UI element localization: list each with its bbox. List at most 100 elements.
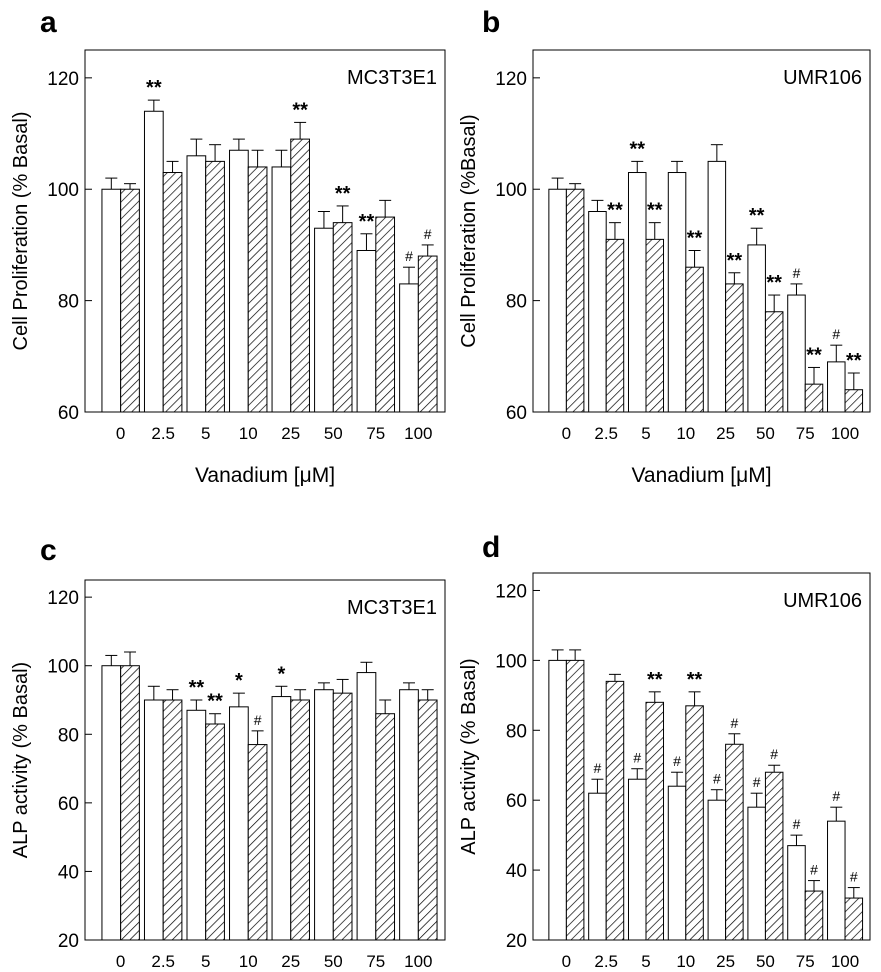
bar-hatched [162,172,183,413]
x-tick-label: 10 [676,424,695,443]
bar-open [747,244,766,413]
x-tick-label: 2.5 [151,952,175,971]
x-tick-label: 5 [201,424,210,443]
x-tick-label: 100 [404,952,432,971]
bar-hatched [725,743,744,941]
cell-line-label: MC3T3E1 [347,597,437,619]
bar-open [399,283,419,413]
x-tick-label: 75 [366,424,385,443]
x-axis-label: Vanadium [μM] [631,464,771,487]
significance-mark: ** [207,691,223,713]
bar-open [143,110,164,413]
bar-open [588,211,607,413]
x-tick-label: 50 [324,952,343,971]
bar-hatched [290,699,310,941]
significance-mark: * [278,663,286,685]
significance-mark: # [850,869,858,885]
bar-hatched [804,383,824,413]
significance-mark: # [405,248,413,264]
significance-mark: # [770,746,778,762]
y-tick-label: 120 [495,581,527,602]
y-tick-label: 80 [506,292,527,313]
bar-hatched [205,723,225,941]
x-tick-label: 50 [756,952,775,971]
y-axis-label: Cell Proliferation (% Basal) [10,112,32,351]
significance-mark: # [594,760,602,776]
significance-mark: ** [335,183,351,205]
x-tick-label: 5 [641,424,650,443]
cell-line-label: UMR106 [783,67,862,89]
significance-mark: ** [292,99,308,121]
x-tick-label: 0 [562,952,571,971]
significance-mark: # [424,226,432,242]
y-tick-label: 20 [506,931,527,952]
bar-hatched [290,138,310,413]
bar-open [101,665,122,941]
bar-open [356,249,377,413]
x-tick-label: 75 [796,424,815,443]
x-tick-label: 5 [201,952,210,971]
significance-mark: # [713,771,721,787]
bar-hatched [645,701,665,941]
significance-mark: ** [727,250,743,272]
bar-open [707,160,727,413]
significance-mark: # [673,753,681,769]
bar-hatched [375,216,396,413]
y-tick-label: 60 [58,403,79,424]
y-tick-label: 20 [58,931,79,952]
cell-line-label: MC3T3E1 [347,67,437,89]
y-tick-label: 100 [495,651,527,672]
y-tick-label: 60 [506,791,527,812]
bar-open [827,820,846,941]
bar-hatched [247,166,268,413]
bar-hatched [804,890,824,941]
y-axis-label: ALP activity (% Basal) [458,658,480,854]
x-tick-label: 10 [239,952,258,971]
bar-open [143,699,164,941]
y-tick-label: 60 [506,403,527,424]
bar-hatched [332,222,353,413]
bar-open [787,845,806,941]
y-tick-label: 100 [47,180,79,201]
significance-mark: # [832,788,840,804]
y-axis-label: ALP activity (% Basal) [10,662,32,858]
bar-hatched [417,255,438,413]
y-axis-label: Cell Proliferation (%Basal) [458,114,480,347]
x-tick-label: 25 [716,424,735,443]
x-tick-label: 2.5 [151,424,175,443]
x-tick-label: 50 [756,424,775,443]
bar-hatched [565,659,585,941]
x-tick-label: 2.5 [594,952,618,971]
x-tick-label: 2.5 [594,424,618,443]
bar-hatched [725,283,744,413]
significance-mark: ** [359,211,375,233]
y-tick-label: 120 [495,69,527,90]
bar-open [229,149,249,413]
panel-label: a [40,6,57,39]
x-tick-label: 0 [116,952,125,971]
significance-mark: ** [687,227,703,249]
significance-mark: # [793,816,801,832]
x-tick-label: 5 [641,952,650,971]
y-tick-label: 80 [58,292,79,313]
bar-open [271,696,292,941]
significance-mark: # [832,326,840,342]
significance-mark: # [633,750,641,766]
bar-hatched [205,160,225,413]
bar-hatched [120,188,140,413]
bar-open [548,188,567,413]
bar-hatched [162,699,183,941]
bar-open [627,172,647,413]
bar-hatched [120,665,140,941]
x-tick-label: 25 [281,952,300,971]
x-tick-label: 75 [796,952,815,971]
panel-label: c [40,534,57,567]
bar-open [186,709,207,941]
significance-mark: ** [749,205,765,227]
bar-hatched [645,238,665,413]
y-tick-label: 60 [58,794,79,815]
y-tick-label: 80 [58,725,79,746]
